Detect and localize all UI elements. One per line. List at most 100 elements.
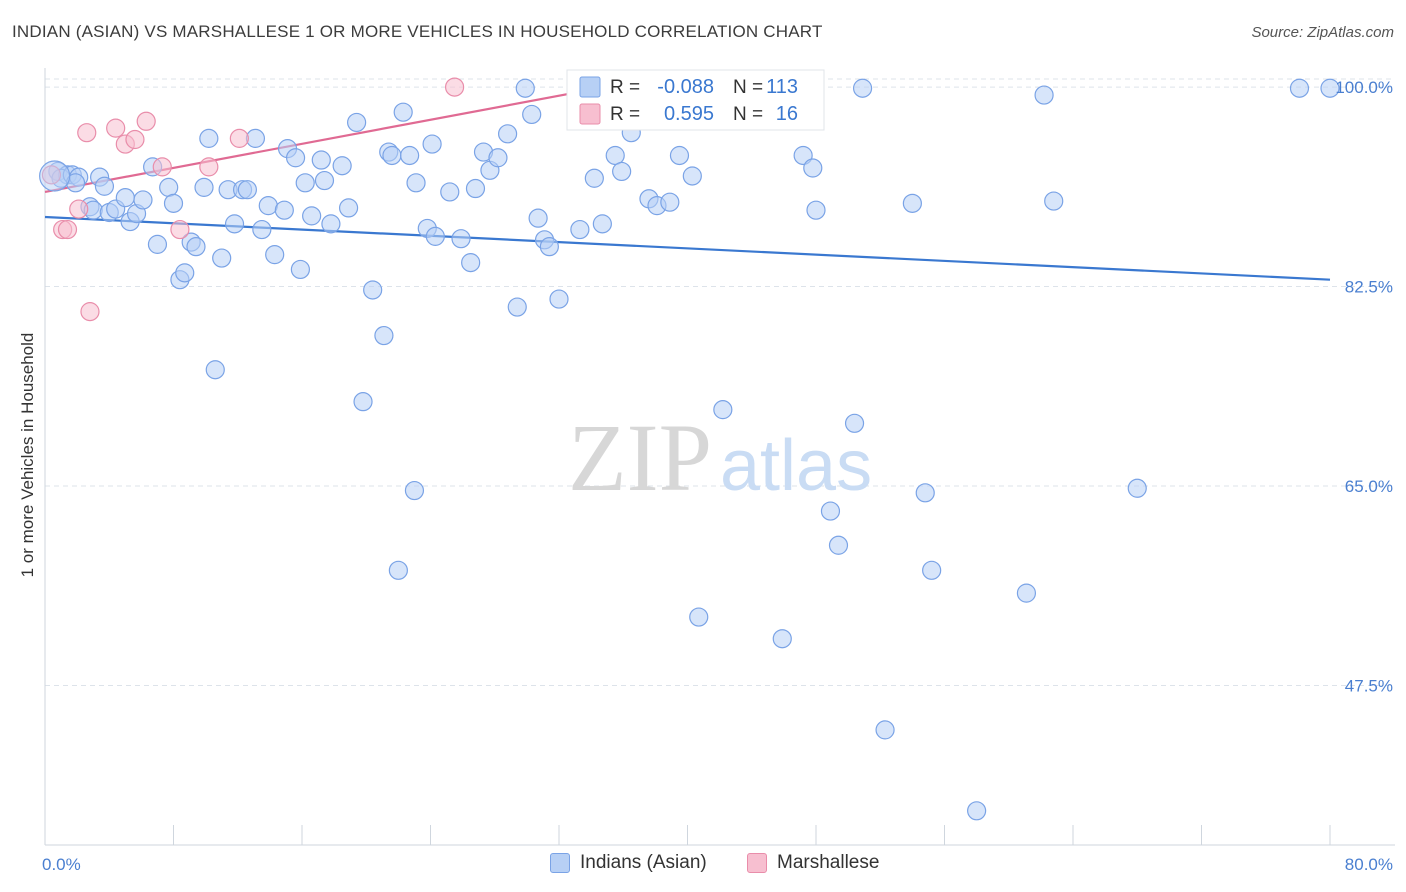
legend-box: [566, 69, 825, 131]
point-indians: [338, 198, 359, 218]
point-indians: [828, 535, 849, 555]
legend-swatch-indians: [550, 853, 570, 873]
point-indians: [425, 226, 445, 246]
point-indians: [159, 177, 179, 197]
point-indians: [440, 182, 460, 202]
point-indians: [689, 607, 709, 627]
legend-swatch-marshallese: [747, 853, 767, 873]
point-indians: [295, 173, 315, 193]
point-indians: [1044, 191, 1064, 211]
point-marshallese: [170, 219, 190, 240]
point-indians: [311, 150, 331, 170]
point-marshallese: [229, 128, 249, 148]
point-indians: [321, 214, 341, 234]
point-indians: [382, 145, 402, 166]
data-points: [39, 77, 1340, 821]
trend-line-marshallese: [44, 82, 624, 194]
point-indians: [1320, 78, 1340, 98]
point-indians: [682, 166, 702, 186]
point-indians: [507, 297, 527, 317]
point-marshallese: [69, 199, 89, 219]
point-marshallese: [57, 219, 78, 240]
gridlines: [45, 78, 1395, 686]
legend-label-indians: Indians (Asian): [580, 852, 707, 873]
watermark-zip: ZIP: [568, 404, 712, 511]
source-label: Source: ZipAtlas.com: [1251, 24, 1394, 41]
point-indians: [353, 392, 373, 412]
point-indians: [461, 253, 481, 273]
point-indians: [669, 145, 690, 166]
point-indians: [549, 289, 569, 309]
legend-r-value: -0.088: [657, 76, 714, 98]
point-indians: [498, 124, 518, 144]
watermark: ZIP atlas: [568, 404, 872, 511]
point-indians: [803, 158, 823, 178]
point-indians: [451, 229, 471, 249]
y-tick-label: 82.5%: [1345, 278, 1393, 297]
point-indians: [290, 259, 310, 280]
point-indians: [194, 177, 214, 197]
point-indians: [967, 801, 987, 821]
point-indians: [570, 219, 590, 240]
point-marshallese: [80, 302, 100, 322]
point-indians: [265, 245, 285, 265]
point-indians: [302, 206, 322, 226]
point-indians: [422, 134, 442, 154]
point-indians: [94, 176, 115, 196]
point-indians: [584, 168, 604, 188]
point-marshallese: [77, 123, 97, 143]
point-indians: [465, 178, 486, 199]
point-indians: [1016, 583, 1037, 603]
point-indians: [1127, 478, 1147, 498]
point-indians: [363, 280, 383, 300]
point-marshallese: [125, 129, 145, 150]
point-indians: [186, 237, 206, 257]
bottom-legend: Indians (Asian) Marshallese: [0, 852, 1406, 878]
point-indians: [400, 145, 420, 166]
point-indians: [406, 173, 426, 193]
point-indians: [605, 145, 625, 166]
point-indians: [274, 200, 294, 220]
legend-r-label: R =: [610, 77, 640, 98]
legend-n-value: 113: [766, 76, 798, 98]
point-indians: [388, 560, 408, 580]
y-tick-label: 65.0%: [1345, 477, 1393, 496]
legend-item-indians: Indians (Asian): [550, 852, 707, 874]
point-indians: [252, 219, 272, 240]
point-indians: [224, 214, 245, 234]
legend-label-marshallese: Marshallese: [777, 852, 880, 873]
x-tick-label: 0.0%: [42, 855, 81, 874]
point-marshallese: [199, 157, 219, 177]
point-indians: [522, 104, 542, 125]
point-indians: [147, 234, 168, 254]
y-axis-label: 1 or more Vehicles in Household: [18, 332, 37, 578]
point-indians: [1289, 78, 1310, 98]
point-indians: [902, 193, 922, 213]
point-indians: [205, 360, 225, 380]
chart-title: INDIAN (ASIAN) VS MARSHALLESE 1 OR MORE …: [12, 22, 823, 41]
point-indians: [199, 128, 219, 148]
point-indians-cluster: [39, 160, 71, 192]
point-indians: [915, 483, 935, 503]
legend-item-marshallese: Marshallese: [747, 852, 879, 874]
point-indians: [163, 193, 184, 213]
axes: [44, 68, 1395, 846]
point-indians: [660, 192, 680, 212]
point-indians: [115, 188, 135, 208]
point-indians: [852, 78, 873, 98]
y-tick-label: 100.0%: [1335, 78, 1393, 97]
point-indians: [820, 501, 841, 521]
correlation-legend: R = -0.088 N = 113 R = 0.595 N = 16: [566, 69, 825, 131]
legend-n-label: N =: [733, 77, 763, 98]
point-marshallese: [444, 77, 465, 97]
point-marshallese: [106, 118, 126, 138]
point-indians: [772, 629, 792, 649]
watermark-atlas: atlas: [720, 426, 872, 506]
point-indians: [528, 208, 548, 228]
point-indians: [237, 180, 257, 200]
point-indians: [922, 560, 942, 580]
point-indians: [374, 325, 394, 346]
point-indians: [404, 480, 425, 501]
point-indians: [212, 248, 232, 268]
